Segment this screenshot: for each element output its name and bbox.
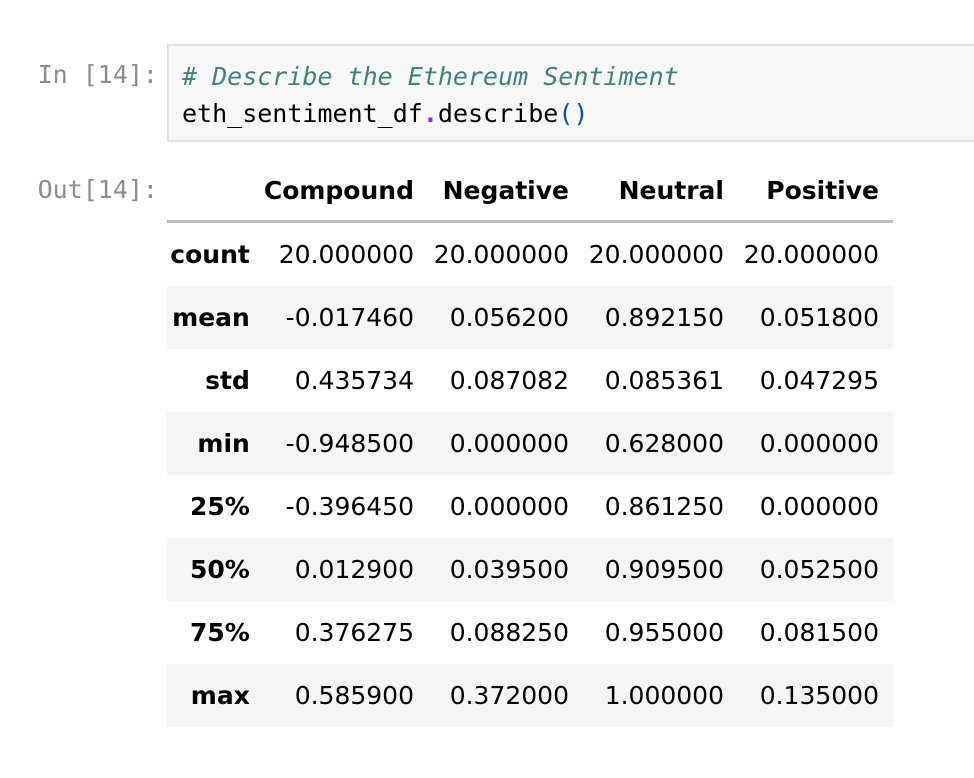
code-variable: eth_sentiment_df — [182, 99, 423, 128]
table-cell: 1.000000 — [604, 681, 724, 710]
table-row: min -0.948500 0.000000 0.628000 0.000000 — [167, 412, 893, 475]
table-cell: 0.088250 — [449, 618, 569, 647]
table-cell: 0.861250 — [604, 492, 724, 521]
table-cell: 0.087082 — [449, 366, 569, 395]
table-cell: 20.000000 — [278, 240, 414, 269]
code-comment: # Describe the Ethereum Sentiment — [182, 62, 679, 91]
table-header-row: Compound Negative Neutral Positive — [167, 160, 893, 223]
table-cell: 0.012900 — [294, 555, 414, 584]
row-label: max — [190, 681, 250, 710]
table-cell: 0.892150 — [604, 303, 724, 332]
row-label: 25% — [190, 492, 250, 521]
table-cell: 0.085361 — [604, 366, 724, 395]
output-prompt: Out[14]: — [37, 175, 158, 204]
column-header-negative: Negative — [427, 160, 583, 223]
describe-output-table: Compound Negative Neutral Positive count… — [167, 160, 893, 727]
table-cell: 0.000000 — [449, 429, 569, 458]
table-row: 75% 0.376275 0.088250 0.955000 0.081500 — [167, 601, 893, 664]
table-row: 25% -0.396450 0.000000 0.861250 0.000000 — [167, 475, 893, 538]
table-cell: 0.051800 — [759, 303, 879, 332]
table-cell: -0.948500 — [285, 429, 414, 458]
table-cell: 0.585900 — [294, 681, 414, 710]
column-header-compound: Compound — [263, 160, 428, 223]
code-parens: () — [558, 99, 589, 128]
row-label: min — [197, 429, 250, 458]
row-label: count — [170, 240, 250, 269]
code-method: describe — [437, 99, 559, 128]
table-cell: 0.372000 — [449, 681, 569, 710]
table-cell: 20.000000 — [588, 240, 724, 269]
table-cell: 20.000000 — [433, 240, 569, 269]
table-cell: 0.047295 — [759, 366, 879, 395]
code-dot: . — [422, 99, 438, 128]
table-cell: -0.017460 — [285, 303, 414, 332]
table-cell: -0.396450 — [285, 492, 414, 521]
table-cell: 0.000000 — [759, 492, 879, 521]
table-cell: 0.039500 — [449, 555, 569, 584]
table-cell: 0.052500 — [759, 555, 879, 584]
table-row: mean -0.017460 0.056200 0.892150 0.05180… — [167, 286, 893, 349]
table-cell: 0.955000 — [604, 618, 724, 647]
table-row: std 0.435734 0.087082 0.085361 0.047295 — [167, 349, 893, 412]
table-cell: 0.628000 — [604, 429, 724, 458]
column-header-index — [167, 160, 264, 223]
table-cell: 0.909500 — [604, 555, 724, 584]
table-cell: 20.000000 — [743, 240, 879, 269]
table-cell: 0.135000 — [759, 681, 879, 710]
table-row: max 0.585900 0.372000 1.000000 0.135000 — [167, 664, 893, 727]
table-row: count 20.000000 20.000000 20.000000 20.0… — [167, 222, 893, 287]
row-label: 75% — [190, 618, 250, 647]
table-cell: 0.081500 — [759, 618, 879, 647]
table-cell: 0.000000 — [759, 429, 879, 458]
table-cell: 0.435734 — [294, 366, 414, 395]
row-label: std — [205, 366, 250, 395]
code-input-cell[interactable]: # Describe the Ethereum Sentiment eth_se… — [167, 44, 974, 142]
table-cell: 0.376275 — [294, 618, 414, 647]
column-header-positive: Positive — [737, 160, 893, 223]
table-cell: 0.000000 — [449, 492, 569, 521]
table-row: 50% 0.012900 0.039500 0.909500 0.052500 — [167, 538, 893, 601]
table-cell: 0.056200 — [449, 303, 569, 332]
row-label: 50% — [190, 555, 250, 584]
row-label: mean — [172, 303, 250, 332]
column-header-neutral: Neutral — [582, 160, 738, 223]
input-prompt: In [14]: — [37, 60, 158, 89]
